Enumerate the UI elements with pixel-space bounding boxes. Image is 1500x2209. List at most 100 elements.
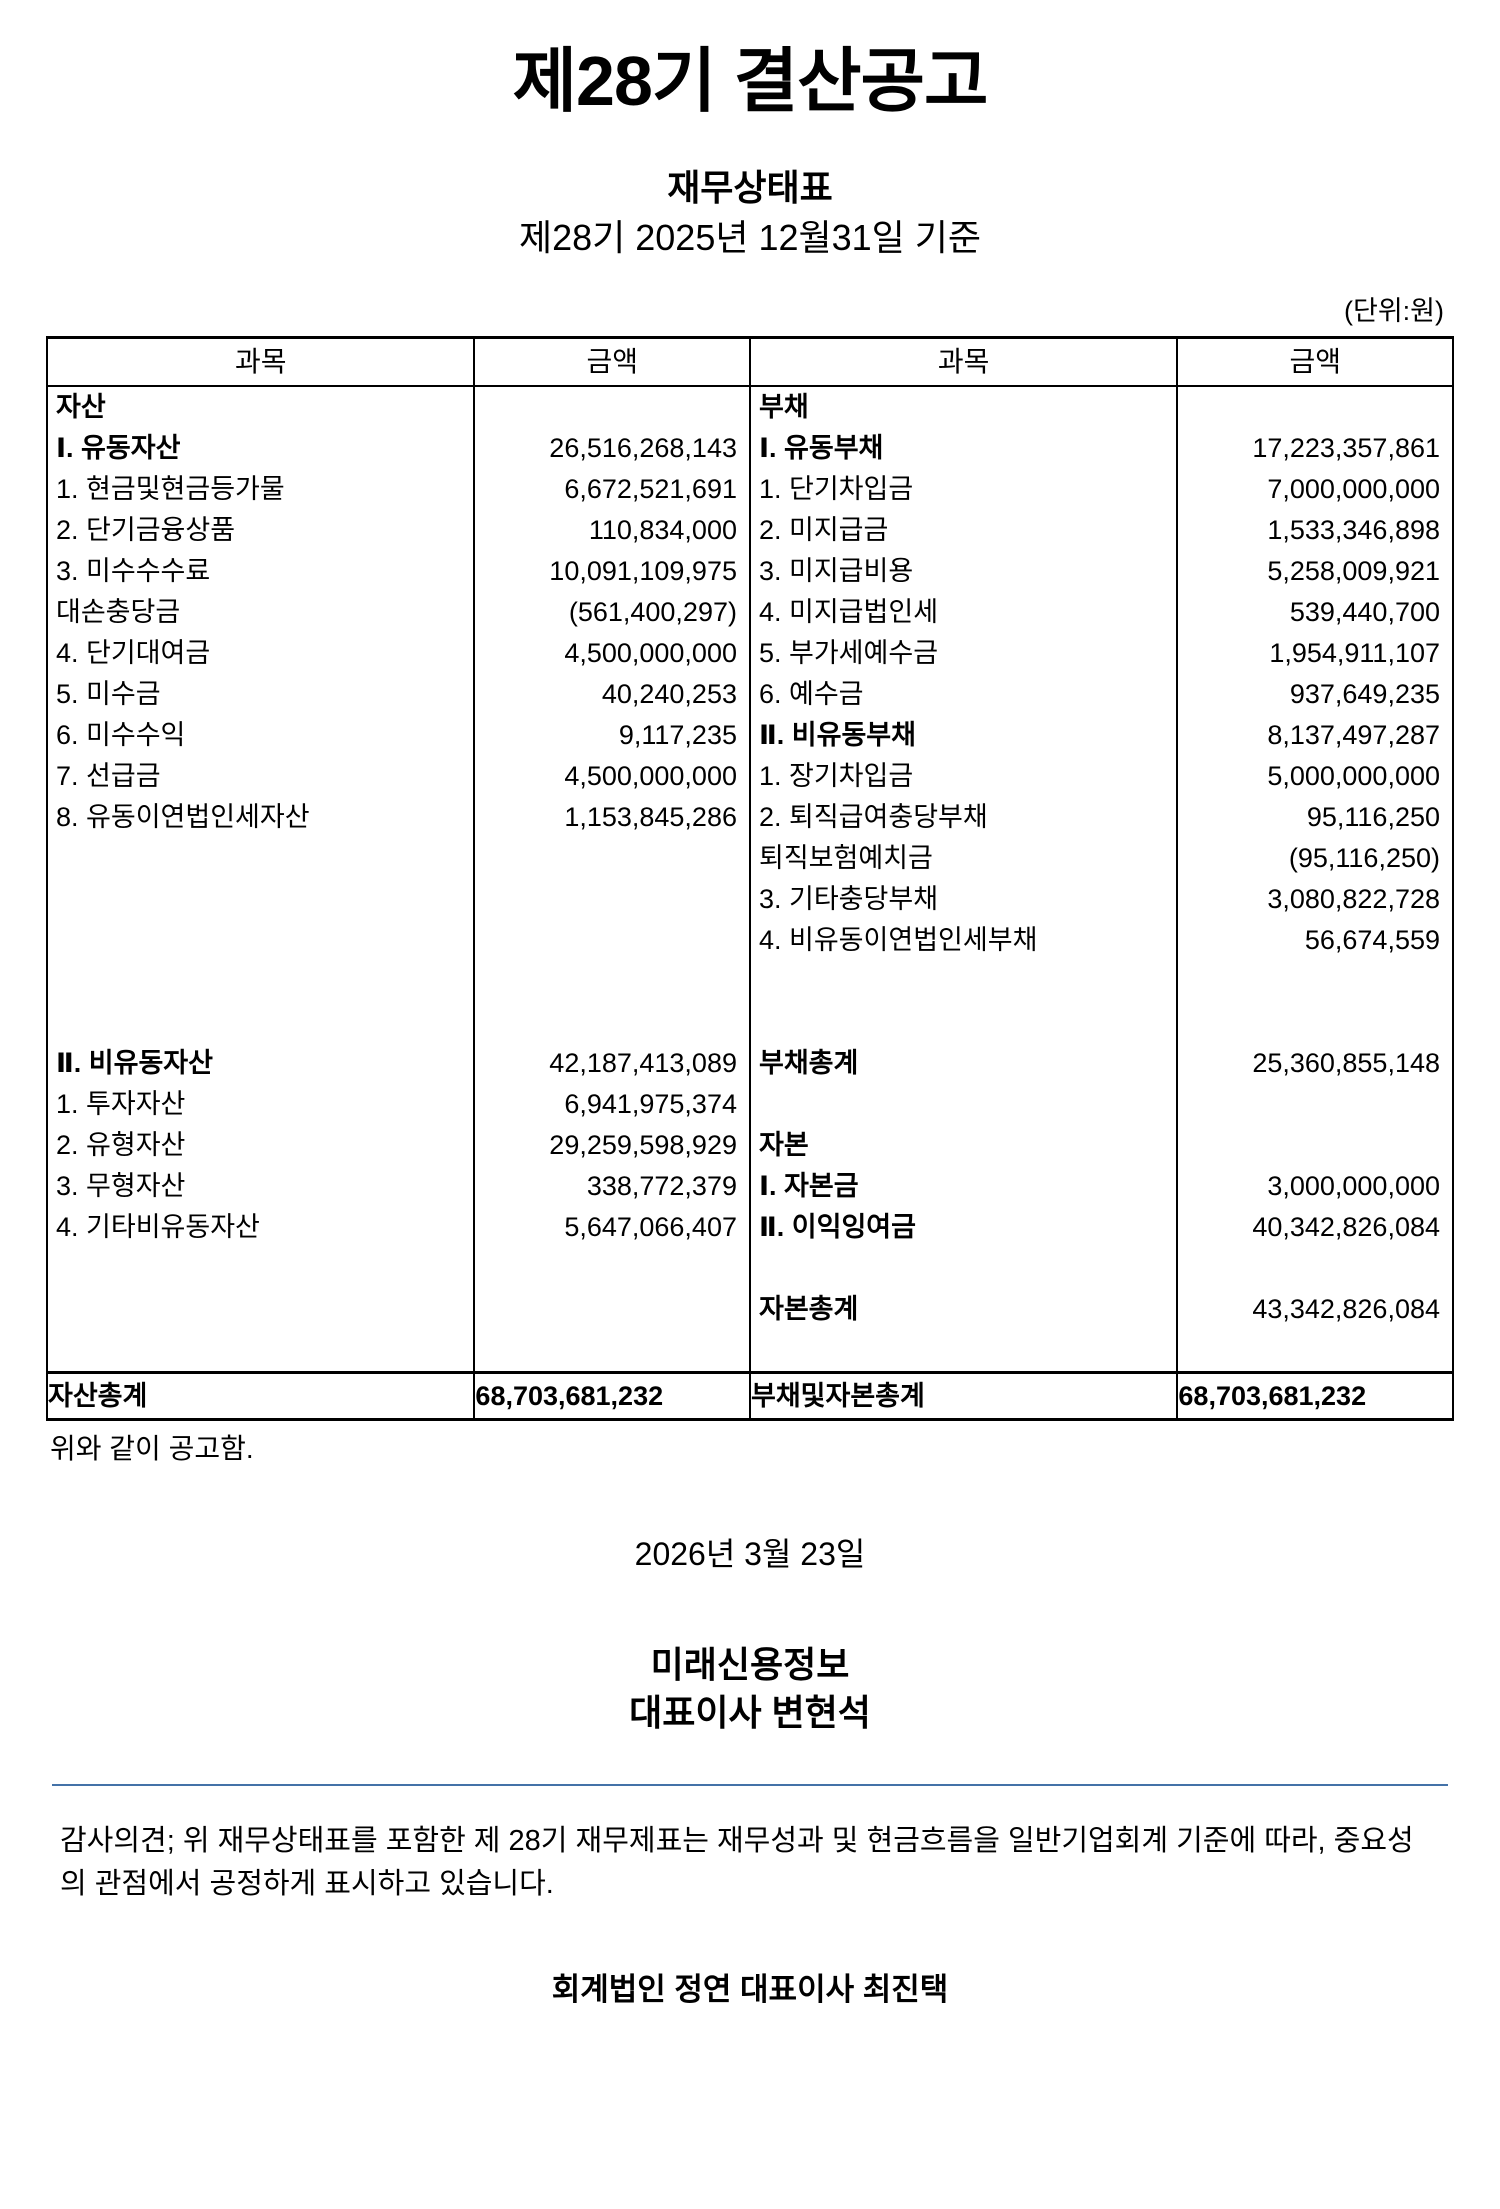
statement-subtitle: 재무상태표 — [667, 167, 833, 209]
company-name: 미래신용정보 — [650, 1643, 850, 1685]
asset-amount-cell: 338,772,379 — [473, 1165, 751, 1207]
liability-label-cell: Ⅰ. 자본금 — [748, 1165, 1179, 1207]
liability-amount-cell: 937,649,235 — [1176, 673, 1454, 715]
asset-label-cell: 자산 — [45, 385, 476, 428]
liability-amount-cell: 7,000,000,000 — [1176, 468, 1454, 510]
liability-amount-cell — [1176, 385, 1454, 428]
liability-label-cell: 1. 장기차입금 — [748, 755, 1179, 797]
asset-label-cell — [45, 878, 476, 920]
asset-amount-cell — [473, 1329, 751, 1373]
liability-label-cell: 퇴직보험예치금 — [748, 837, 1179, 879]
column-header-liabilities-amount: 금액 — [1176, 335, 1454, 387]
page-title: 제28기 결산공고 — [512, 42, 989, 120]
table-row: 자산 부채 — [45, 385, 1454, 428]
asset-amount-cell: 10,091,109,975 — [473, 550, 751, 592]
unit-note: (단위:원) — [1343, 295, 1444, 326]
table-row: Ⅰ. 유동자산 26,516,268,143 Ⅰ. 유동부채 17,223,357,8… — [45, 427, 1454, 469]
table-row: 7. 선급금 4,500,000,000 1. 장기차입금 5,000,000,000 — [45, 755, 1454, 797]
table-row: 1. 현금및현금등가물 6,672,521,691 1. 단기차입금 7,000,00… — [45, 468, 1454, 510]
balance-sheet-table: 과목 금액 과목 금액 자산 부채 Ⅰ. 유동자산 26,516,268,143 Ⅰ. … — [45, 335, 1454, 1421]
liability-label-cell: 부채 — [748, 385, 1179, 428]
asset-label-cell: 8. 유동이연법인세자산 — [45, 796, 476, 838]
table-row: 3. 미수수수료 10,091,109,975 3. 미지급비용 5,258,009,… — [45, 550, 1454, 592]
asset-label-cell: Ⅱ. 비유동자산 — [45, 1042, 476, 1084]
table-row — [45, 1329, 1454, 1373]
total-assets-label: 자산총계 — [45, 1370, 476, 1421]
audit-opinion: 감사의견; 위 재무상태표를 포함한 제 28기 재무제표는 재무성과 및 현금… — [60, 1824, 1414, 1900]
liability-label-cell: 2. 퇴직급여충당부채 — [748, 796, 1179, 838]
liability-amount-cell — [1176, 1124, 1454, 1166]
liability-amount-cell: 56,674,559 — [1176, 919, 1454, 961]
liability-amount-cell: 17,223,357,861 — [1176, 427, 1454, 469]
asset-amount-cell — [473, 837, 751, 879]
liability-label-cell: 4. 비유동이연법인세부채 — [748, 919, 1179, 961]
liability-amount-cell: 8,137,497,287 — [1176, 714, 1454, 756]
liability-label-cell: Ⅰ. 유동부채 — [748, 427, 1179, 469]
column-header-liabilities-label: 과목 — [748, 335, 1179, 387]
liability-amount-cell — [1176, 1001, 1454, 1043]
asset-label-cell: 2. 유형자산 — [45, 1124, 476, 1166]
table-row: 1. 투자자산 6,941,975,374 — [45, 1083, 1454, 1125]
asset-amount-cell — [473, 919, 751, 961]
asset-amount-cell: 26,516,268,143 — [473, 427, 751, 469]
asset-label-cell — [45, 1247, 476, 1289]
asset-amount-cell: 9,117,235 — [473, 714, 751, 756]
table-row: 퇴직보험예치금 (95,116,250) — [45, 837, 1454, 879]
table-row: 3. 무형자산 338,772,379 Ⅰ. 자본금 3,000,000,000 — [45, 1165, 1454, 1207]
column-header-assets-label: 과목 — [45, 335, 476, 387]
liability-amount-cell: (95,116,250) — [1176, 837, 1454, 879]
table-row — [45, 1247, 1454, 1289]
liability-amount-cell: 43,342,826,084 — [1176, 1288, 1454, 1330]
liability-amount-cell — [1176, 960, 1454, 1002]
asset-amount-cell: 4,500,000,000 — [473, 755, 751, 797]
total-liabilities-equity-amount: 68,703,681,232 — [1176, 1370, 1454, 1421]
asset-amount-cell: 40,240,253 — [473, 673, 751, 715]
table-row: 대손충당금 (561,400,297) 4. 미지급법인세 539,440,700 — [45, 591, 1454, 633]
asset-label-cell: 3. 무형자산 — [45, 1165, 476, 1207]
asset-amount-cell — [473, 1001, 751, 1043]
table-row: 4. 비유동이연법인세부채 56,674,559 — [45, 919, 1454, 961]
liability-label-cell: 3. 미지급비용 — [748, 550, 1179, 592]
table-row: Ⅱ. 비유동자산 42,187,413,089 부채총계 25,360,855,148 — [45, 1042, 1454, 1084]
table-header-row: 과목 금액 과목 금액 — [45, 335, 1454, 387]
column-header-assets-amount: 금액 — [473, 335, 751, 387]
liability-label-cell: Ⅱ. 이익잉여금 — [748, 1206, 1179, 1248]
asset-label-cell — [45, 1001, 476, 1043]
total-assets-amount: 68,703,681,232 — [473, 1370, 751, 1421]
asset-amount-cell — [473, 960, 751, 1002]
asset-label-cell — [45, 1329, 476, 1373]
table-body: 자산 부채 Ⅰ. 유동자산 26,516,268,143 Ⅰ. 유동부채 17,223,3… — [45, 385, 1454, 1373]
asset-amount-cell: (561,400,297) — [473, 591, 751, 633]
auditor-name: 회계법인 정연 대표이사 최진택 — [551, 1971, 949, 2007]
asset-amount-cell: 4,500,000,000 — [473, 632, 751, 674]
asset-label-cell: 1. 현금및현금등가물 — [45, 468, 476, 510]
liability-label-cell: 자본총계 — [748, 1288, 1179, 1330]
asset-amount-cell — [473, 1288, 751, 1330]
asset-amount-cell — [473, 1247, 751, 1289]
asset-amount-cell: 5,647,066,407 — [473, 1206, 751, 1248]
asset-label-cell: 4. 기타비유동자산 — [45, 1206, 476, 1248]
asset-label-cell: 7. 선급금 — [45, 755, 476, 797]
asset-amount-cell — [473, 385, 751, 428]
table-total-row: 자산총계 68,703,681,232 부채및자본총계 68,703,681,2… — [45, 1370, 1454, 1421]
asset-label-cell: 5. 미수금 — [45, 673, 476, 715]
table-row: 자본총계 43,342,826,084 — [45, 1288, 1454, 1330]
asset-amount-cell: 6,941,975,374 — [473, 1083, 751, 1125]
table-row: 4. 단기대여금 4,500,000,000 5. 부가세예수금 1,954,911,… — [45, 632, 1454, 674]
liability-label-cell: 4. 미지급법인세 — [748, 591, 1179, 633]
asset-label-cell: 2. 단기금융상품 — [45, 509, 476, 551]
document-page: 제28기 결산공고 재무상태표 제28기 2025년 12월31일 기준 (단위… — [0, 42, 1500, 2209]
asset-label-cell — [45, 1288, 476, 1330]
liability-label-cell — [748, 1001, 1179, 1043]
liability-amount-cell: 3,000,000,000 — [1176, 1165, 1454, 1207]
table-row: 2. 유형자산 29,259,598,929 자본 — [45, 1124, 1454, 1166]
table-row: 2. 단기금융상품 110,834,000 2. 미지급금 1,533,346,898 — [45, 509, 1454, 551]
total-liabilities-equity-label: 부채및자본총계 — [748, 1370, 1179, 1421]
liability-label-cell: 2. 미지급금 — [748, 509, 1179, 551]
liability-amount-cell — [1176, 1083, 1454, 1125]
asset-label-cell: 3. 미수수수료 — [45, 550, 476, 592]
asset-label-cell: 4. 단기대여금 — [45, 632, 476, 674]
asset-amount-cell — [473, 878, 751, 920]
asset-label-cell — [45, 960, 476, 1002]
table-row — [45, 1001, 1454, 1043]
